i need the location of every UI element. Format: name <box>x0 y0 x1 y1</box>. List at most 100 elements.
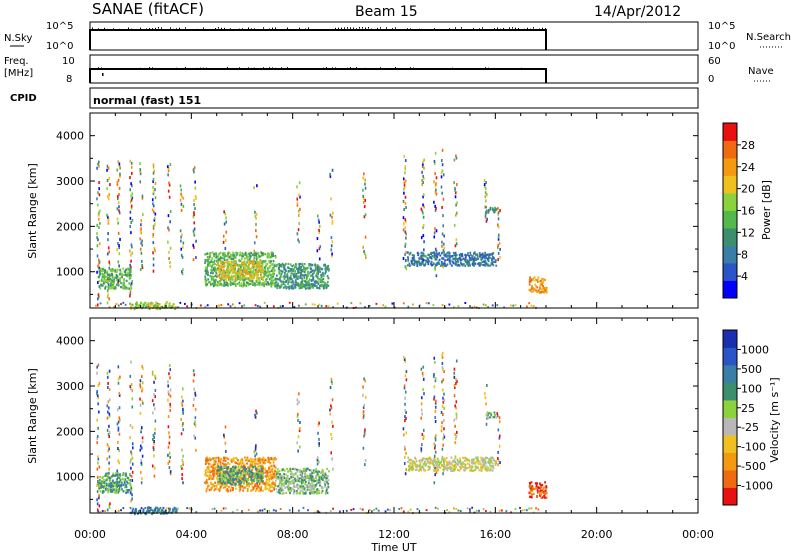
echo-mark <box>270 277 272 280</box>
echo-mark <box>270 457 273 460</box>
echo-mark <box>421 164 424 168</box>
echo-mark <box>232 481 235 484</box>
echo-mark <box>322 277 325 281</box>
echo-mark <box>298 477 301 480</box>
echo-mark <box>375 302 378 305</box>
echo-mark <box>423 176 425 180</box>
noise-dot <box>539 28 540 31</box>
echo-mark <box>154 212 157 216</box>
echo-mark <box>442 396 444 400</box>
echo-mark <box>292 478 295 482</box>
echo-mark <box>232 483 235 486</box>
echo-mark <box>145 303 148 307</box>
echo-mark <box>421 261 424 264</box>
echo-mark <box>108 193 111 197</box>
echo-mark <box>279 481 282 484</box>
echo-mark <box>453 386 456 390</box>
echo-mark <box>303 492 306 495</box>
echo-mark <box>291 472 294 476</box>
echo-mark <box>297 267 300 271</box>
echo-mark <box>442 433 445 437</box>
echo-mark <box>131 497 133 501</box>
echo-mark <box>432 262 435 265</box>
echo-mark <box>364 306 366 309</box>
echo-mark <box>421 371 424 375</box>
echo-mark <box>256 264 259 267</box>
echo-mark <box>251 469 253 472</box>
echo-mark <box>530 507 533 510</box>
echo-mark <box>485 206 488 209</box>
echo-mark <box>234 260 237 263</box>
echo-mark <box>453 257 456 260</box>
echo-mark <box>106 475 109 478</box>
echo-mark <box>236 474 239 478</box>
echo-mark <box>433 397 435 401</box>
echo-mark <box>258 478 261 482</box>
echo-mark <box>440 260 443 264</box>
echo-mark <box>251 472 254 475</box>
echo-mark <box>101 476 104 480</box>
echo-mark <box>435 252 438 255</box>
echo-mark <box>214 278 217 281</box>
echo-mark <box>98 181 100 185</box>
echo-mark <box>264 271 267 275</box>
echo-mark <box>256 483 259 486</box>
echo-mark <box>120 286 122 289</box>
echo-mark <box>129 302 132 305</box>
echo-mark <box>130 161 133 165</box>
echo-mark <box>287 266 290 270</box>
echo-mark <box>305 485 308 488</box>
echo-mark <box>180 235 182 239</box>
echo-mark <box>224 477 226 480</box>
echo-mark <box>454 256 457 259</box>
echo-mark <box>542 278 545 282</box>
echo-mark <box>130 284 132 287</box>
echo-mark <box>252 272 255 275</box>
echo-mark <box>302 506 305 509</box>
echo-mark <box>255 216 257 220</box>
station-title: SANAE (fitACF) <box>92 0 204 18</box>
echo-mark <box>363 432 366 436</box>
echo-mark <box>287 282 289 286</box>
echo-mark <box>468 508 471 511</box>
freq-dot <box>263 67 264 69</box>
echo-mark <box>404 226 406 230</box>
echo-mark <box>261 509 264 512</box>
noise-left-tick-bottom: 10^0 <box>46 41 73 52</box>
echo-mark <box>327 305 330 308</box>
echo-mark <box>131 442 134 446</box>
echo-mark <box>317 280 319 283</box>
echo-mark <box>254 284 256 287</box>
echo-mark <box>480 469 483 472</box>
echo-mark <box>330 377 333 381</box>
echo-mark <box>487 264 490 267</box>
power-data-layer <box>95 148 548 311</box>
echo-mark <box>317 268 320 272</box>
echo-mark <box>228 262 231 265</box>
echo-mark <box>117 381 120 385</box>
echo-mark <box>99 476 102 479</box>
echo-mark <box>441 191 443 195</box>
colorbar-tick-label: 28 <box>741 139 755 152</box>
echo-mark <box>117 471 119 475</box>
echo-mark <box>229 477 232 480</box>
noise-dot <box>119 28 120 31</box>
echo-mark <box>441 232 444 236</box>
echo-mark <box>422 203 424 207</box>
echo-mark <box>261 266 264 269</box>
echo-mark <box>96 223 99 227</box>
freq-dot <box>302 67 303 70</box>
echo-mark <box>303 275 306 278</box>
echo-mark <box>473 251 476 254</box>
echo-mark <box>228 478 231 481</box>
echo-mark <box>425 302 428 305</box>
echo-mark <box>154 188 156 192</box>
echo-mark <box>222 240 225 244</box>
echo-mark <box>318 442 320 446</box>
echo-mark <box>213 469 216 472</box>
echo-mark <box>128 478 130 481</box>
echo-mark <box>258 283 261 287</box>
echo-mark <box>285 482 287 485</box>
echo-mark <box>426 260 429 264</box>
echo-mark <box>318 257 321 261</box>
